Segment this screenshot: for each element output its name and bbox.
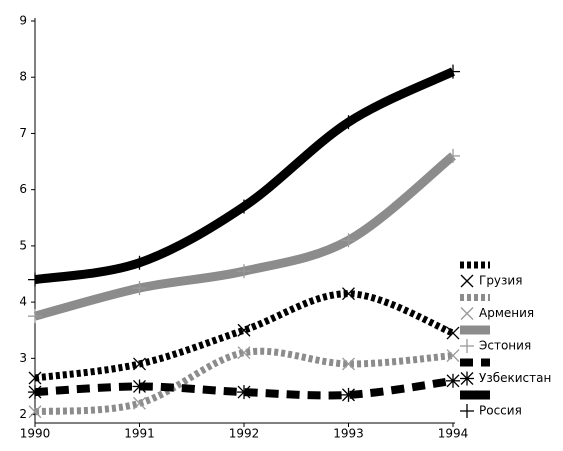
marker bbox=[132, 379, 147, 394]
marker-stroke bbox=[342, 357, 355, 371]
legend-label: Эстония bbox=[479, 339, 531, 353]
marker bbox=[132, 255, 147, 270]
marker-stroke bbox=[446, 326, 460, 340]
x-tick-label: 1993 bbox=[333, 427, 364, 441]
y-tick-label: 9 bbox=[19, 14, 27, 28]
series-line bbox=[34, 347, 454, 416]
y-tick-label: 2 bbox=[19, 407, 27, 421]
series-line bbox=[33, 152, 456, 321]
marker bbox=[28, 385, 42, 400]
marker-stroke bbox=[237, 323, 251, 337]
marker bbox=[460, 339, 474, 353]
y-tick-label: 3 bbox=[19, 351, 27, 365]
marker bbox=[237, 346, 251, 360]
marker-stroke bbox=[28, 405, 42, 419]
marker-stroke bbox=[133, 396, 146, 410]
marker bbox=[237, 264, 251, 279]
legend-label: Армения bbox=[479, 306, 534, 320]
marker bbox=[341, 115, 356, 130]
x-tick-label: 1992 bbox=[229, 427, 260, 441]
marker bbox=[341, 233, 356, 248]
marker bbox=[237, 385, 251, 400]
marker bbox=[460, 307, 474, 320]
y-tick-label: 5 bbox=[19, 238, 27, 252]
series-line bbox=[34, 67, 455, 285]
marker bbox=[460, 404, 474, 418]
y-tick-label: 8 bbox=[19, 70, 27, 84]
marker-stroke bbox=[133, 357, 146, 371]
marker-stroke bbox=[237, 346, 251, 360]
marker bbox=[446, 326, 460, 340]
marker-stroke bbox=[342, 287, 355, 301]
marker-stroke bbox=[446, 349, 460, 362]
marker bbox=[446, 349, 460, 362]
marker bbox=[237, 323, 251, 337]
x-tick-label: 1990 bbox=[20, 427, 51, 441]
marker-stroke bbox=[460, 307, 474, 320]
marker bbox=[28, 371, 42, 385]
marker bbox=[133, 357, 146, 371]
marker bbox=[446, 148, 460, 163]
marker bbox=[132, 281, 147, 296]
y-tick-label: 4 bbox=[19, 295, 27, 309]
marker bbox=[446, 373, 460, 388]
marker bbox=[28, 272, 42, 287]
marker bbox=[460, 274, 474, 288]
marker bbox=[28, 405, 42, 419]
y-tick-label: 6 bbox=[19, 182, 27, 196]
marker bbox=[237, 199, 251, 214]
marker bbox=[28, 309, 42, 324]
legend-label: Россия bbox=[479, 404, 522, 418]
marker bbox=[446, 64, 460, 79]
marker bbox=[133, 396, 146, 410]
marker-stroke bbox=[460, 274, 474, 288]
marker bbox=[341, 387, 356, 402]
marker-stroke bbox=[28, 371, 42, 385]
legend-label: Узбекистан bbox=[479, 371, 551, 385]
series-line bbox=[34, 376, 454, 400]
series-line bbox=[34, 290, 455, 382]
legend-label: Грузия bbox=[479, 274, 522, 288]
marker bbox=[342, 287, 355, 301]
y-tick-label: 7 bbox=[19, 126, 27, 140]
marker bbox=[460, 371, 474, 386]
x-tick-label: 1994 bbox=[438, 427, 469, 441]
x-tick-label: 1991 bbox=[124, 427, 155, 441]
marker bbox=[342, 357, 355, 371]
